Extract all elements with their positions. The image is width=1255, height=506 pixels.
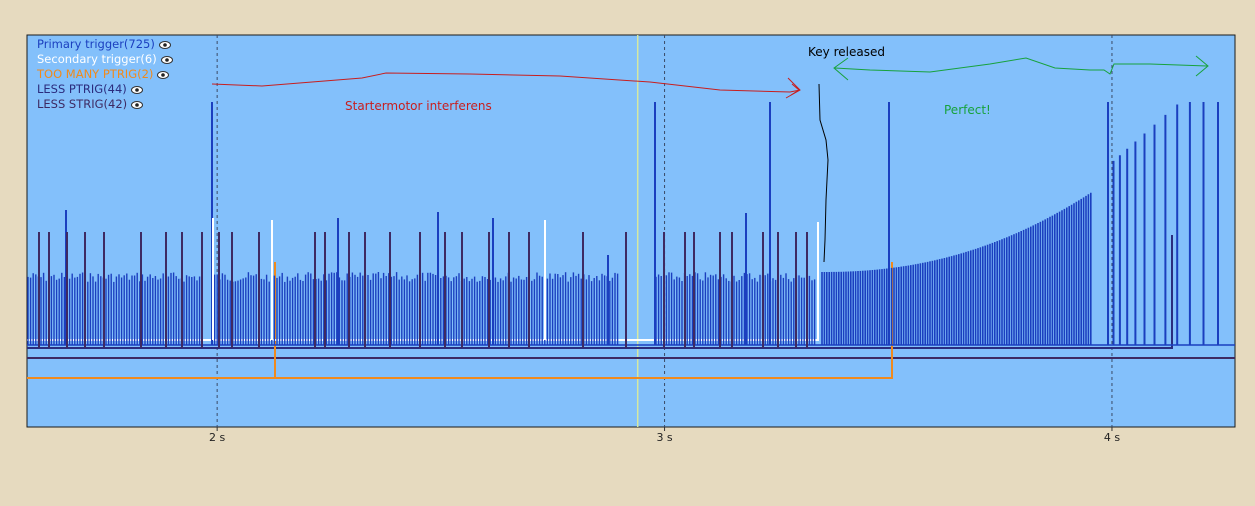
- eye-icon[interactable]: [130, 85, 143, 94]
- plot-area: [26, 34, 1236, 428]
- annotation-startermotor: Startermotor interferens: [345, 99, 492, 113]
- legend-item-primary[interactable]: Primary trigger(725): [37, 37, 173, 52]
- eye-icon[interactable]: [131, 100, 144, 109]
- legend-item-less-strig[interactable]: LESS STRIG(42): [37, 97, 173, 112]
- x-axis-ticks: 2 s 3 s 4 s: [209, 427, 1120, 444]
- x-tick-label: 4 s: [1104, 431, 1120, 444]
- legend-item-secondary[interactable]: Secondary trigger(6): [37, 52, 173, 67]
- key-released-line: [818, 83, 829, 263]
- legend-label: TOO MANY PTRIG(2): [37, 67, 154, 81]
- x-tick-label: 2 s: [209, 431, 225, 444]
- eye-icon[interactable]: [157, 70, 170, 79]
- green-arrowhead-left: [833, 57, 849, 81]
- annotation-layer: Key released Startermotor interferens Perf…: [211, 45, 1209, 263]
- legend-label: Secondary trigger(6): [37, 52, 157, 66]
- eye-icon[interactable]: [158, 40, 171, 49]
- red-arrowhead: [785, 77, 801, 99]
- less-ptrig-baseline: [27, 235, 1173, 349]
- grid-layer: [216, 35, 1113, 427]
- annotation-key-released: Key released: [808, 45, 885, 59]
- legend-label: LESS PTRIG(44): [37, 82, 127, 96]
- legend-item-less-ptrig[interactable]: LESS PTRIG(44): [37, 82, 173, 97]
- legend-label: Primary trigger(725): [37, 37, 155, 51]
- series-layer: [27, 102, 1235, 379]
- red-arrow-line: [211, 72, 801, 93]
- legend-label: LESS STRIG(42): [37, 97, 128, 111]
- annotation-perfect: Perfect!: [944, 103, 991, 117]
- legend: Primary trigger(725) Secondary trigger(6…: [37, 37, 173, 112]
- green-arrow-line: [834, 57, 1208, 75]
- eye-icon[interactable]: [160, 55, 173, 64]
- x-tick-label: 3 s: [656, 431, 672, 444]
- legend-item-too-many-ptrig[interactable]: TOO MANY PTRIG(2): [37, 67, 173, 82]
- green-arrowhead-right: [1195, 55, 1209, 77]
